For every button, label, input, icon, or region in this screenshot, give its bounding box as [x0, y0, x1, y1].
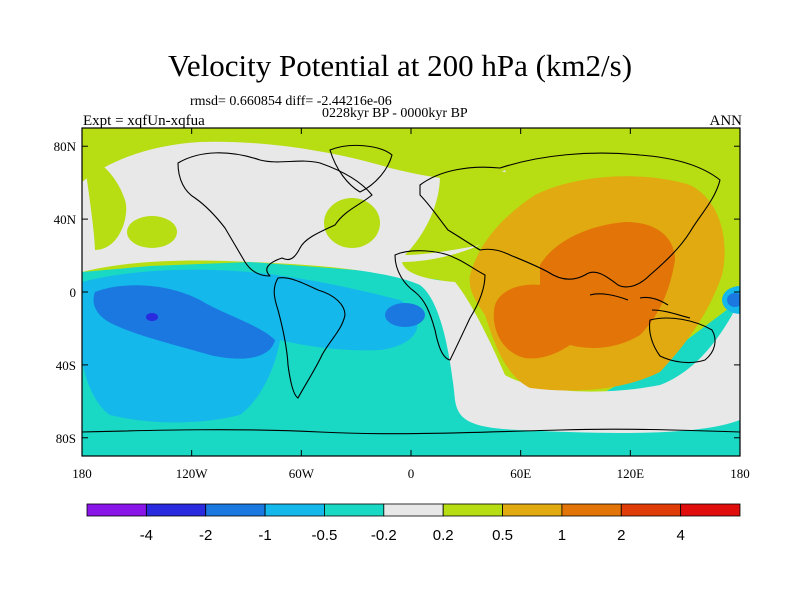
colorbar-label: -1 [258, 527, 271, 544]
coastlines [82, 144, 740, 435]
chart-title: Velocity Potential at 200 hPa (km2/s) [167, 48, 633, 83]
colorbar-swatch [205, 503, 266, 517]
region-indo-pacific-core [493, 222, 675, 359]
x-tick-label: 0 [408, 466, 415, 481]
coastline-antarctica [82, 428, 740, 435]
axes: 180 120W 60W 0 60E 120E 180 80N 40N 0 40S 80S [54, 128, 750, 481]
x-tick-label: 120W [176, 466, 209, 481]
region-atlantic-core [385, 303, 425, 327]
y-tick-label: 40S [56, 358, 76, 373]
y-tick-label: 80N [54, 139, 77, 154]
region-north-atlantic-positive [324, 198, 380, 248]
x-tick-label: 60E [510, 466, 531, 481]
region-north-pacific-positive [127, 216, 177, 248]
colorbar-swatch [383, 503, 444, 517]
contour-fill-layer [82, 128, 740, 456]
coastline-south-america [273, 277, 346, 399]
coastline-australia [648, 317, 716, 364]
colorbar-label: -4 [140, 527, 153, 544]
colorbar-swatch [502, 503, 563, 517]
coastline-north-america [177, 152, 373, 277]
coastline-indonesia [589, 293, 691, 319]
colorbar-label: -2 [199, 527, 212, 544]
colorbar-swatch [442, 503, 503, 517]
stats-label: rmsd= 0.660854 diff= -2.44216e-06 [190, 94, 392, 109]
colorbar-swatch [86, 503, 147, 517]
coastline-greenland [329, 144, 393, 193]
colorbar-label: -0.2 [371, 527, 397, 544]
colorbar-label: 4 [676, 527, 684, 544]
colorbar-label: -0.5 [312, 527, 338, 544]
colorbar-swatch [561, 503, 622, 517]
season-label: ANN [709, 113, 743, 129]
colorbar-swatch [680, 503, 741, 517]
region-northern-neutral [82, 141, 740, 433]
region-pacific-core [93, 285, 276, 359]
coastline-eurasia [419, 152, 721, 288]
colorbar-label: 1 [558, 527, 566, 544]
region-pacific-core [727, 293, 740, 307]
colorbar-swatch [324, 503, 385, 517]
x-tick-label: 180 [72, 466, 92, 481]
x-tick-label: 180 [730, 466, 750, 481]
y-tick-label: 40N [54, 212, 77, 227]
region-pacific-extreme [146, 313, 158, 321]
period-label: 0228kyr BP - 0000kyr BP [322, 106, 468, 121]
coastline-africa [394, 250, 486, 361]
colorbar-label: 2 [617, 527, 625, 544]
x-tick-label: 120E [617, 466, 645, 481]
colorbar-label: 0.2 [433, 527, 454, 544]
experiment-label: Expt = xqfUn-xqfua [83, 113, 205, 129]
colorbar-swatch [264, 503, 325, 517]
colorbar-swatch [145, 503, 207, 517]
colorbar-swatch [620, 503, 682, 517]
y-tick-label: 0 [70, 285, 77, 300]
colorbar: -4 -2 -1 -0.5 -0.2 0.2 0.5 1 2 4 [86, 503, 741, 544]
x-tick-label: 60W [289, 466, 315, 481]
colorbar-label: 0.5 [492, 527, 513, 544]
y-tick-label: 80S [56, 431, 76, 446]
region-north-pacific-positive [82, 140, 127, 250]
region-arctic-positive [82, 128, 740, 165]
